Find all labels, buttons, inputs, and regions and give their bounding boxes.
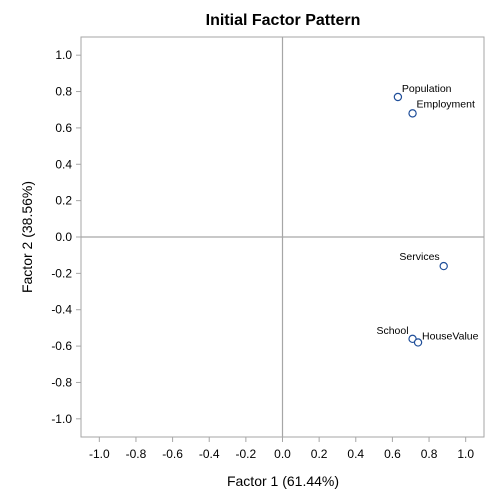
y-tick-label: -0.8 (51, 375, 72, 389)
data-points: Population Employment Services School HouseV… (376, 83, 479, 347)
data-point-label: Population (402, 83, 452, 95)
x-tick-label: 0.6 (384, 447, 401, 461)
x-tick-label: 0.2 (311, 447, 328, 461)
x-axis-ticks: -1.0 -0.8 -0.6 -0.4 -0.2 0.0 0.2 0.4 0.6 0.8 1.0 (89, 437, 474, 461)
y-axis-label: Factor 2 (38.56%) (19, 181, 35, 293)
y-tick-label: -0.6 (51, 339, 72, 353)
x-tick-label: -0.8 (126, 447, 147, 461)
data-point-marker (439, 261, 448, 271)
y-tick-label: 1.0 (55, 48, 72, 62)
x-tick-label: 0.8 (421, 447, 438, 461)
data-point-label: School (376, 325, 408, 337)
data-point-label: Employment (417, 98, 475, 110)
y-tick-label: 0.0 (55, 230, 72, 244)
y-tick-label: 0.4 (55, 157, 72, 171)
y-tick-label: 0.2 (55, 194, 72, 208)
x-tick-label: -0.6 (162, 447, 183, 461)
x-tick-label: -1.0 (89, 447, 110, 461)
x-tick-label: 0.4 (347, 447, 364, 461)
x-tick-label: 0.0 (274, 447, 291, 461)
data-point-marker (393, 92, 403, 102)
y-tick-label: 0.6 (55, 121, 72, 135)
y-tick-label: -0.2 (51, 266, 72, 280)
chart-title: Initial Factor Pattern (206, 12, 361, 29)
x-tick-label: -0.2 (236, 447, 257, 461)
y-tick-label: 0.8 (55, 85, 72, 99)
x-axis-label: Factor 1 (61.44%) (227, 473, 339, 489)
data-point-marker (408, 109, 417, 118)
x-tick-label: -0.4 (199, 447, 220, 461)
data-point-label: HouseValue (422, 330, 479, 342)
data-point-label: Services (399, 251, 439, 263)
y-tick-label: -0.4 (51, 303, 72, 317)
y-axis-ticks: -1.0 -0.8 -0.6 -0.4 -0.2 0.0 0.2 0.4 0.6 0.8 1.0 (51, 48, 81, 426)
y-tick-label: -1.0 (51, 412, 72, 426)
x-tick-label: 1.0 (457, 447, 474, 461)
data-point-marker (413, 338, 423, 347)
